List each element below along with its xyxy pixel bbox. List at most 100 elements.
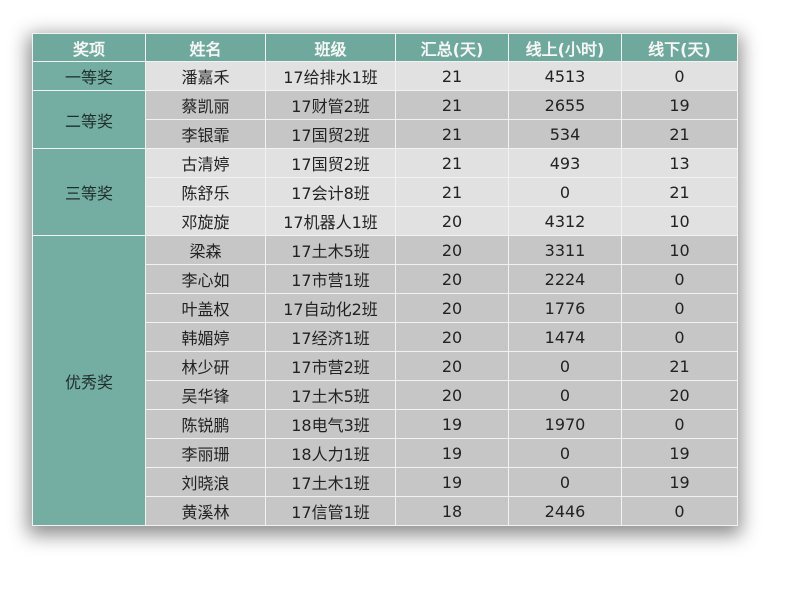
cell-offline-days: 10 (621, 235, 738, 265)
table-row: 叶盖权 17自动化2班 20 1776 0 (33, 293, 738, 323)
header-total-days: 汇总(天) (395, 33, 509, 62)
cell-class: 17市营1班 (265, 264, 396, 294)
cell-total-days: 20 (395, 235, 509, 265)
cell-class: 17土木5班 (265, 235, 396, 265)
cell-name: 黄溪林 (145, 496, 266, 526)
cell-total-days: 21 (395, 148, 509, 178)
cell-online-hours: 0 (508, 438, 622, 468)
awards-table: 奖项 姓名 班级 汇总(天) 线上(小时) 线下(天) 一等奖 潘嘉禾 17给排水1… (32, 33, 738, 526)
cell-class: 17自动化2班 (265, 293, 396, 323)
table-row: 二等奖 蔡凯丽 17财管2班 21 2655 19 (32, 90, 738, 149)
awards-table-container: 奖项 姓名 班级 汇总(天) 线上(小时) 线下(天) 一等奖 潘嘉禾 17给排水1… (32, 33, 738, 526)
cell-name: 李银霏 (145, 119, 266, 149)
cell-online-hours: 2446 (508, 496, 622, 526)
cell-total-days: 21 (395, 119, 509, 149)
header-row: 奖项 姓名 班级 汇总(天) 线上(小时) 线下(天) (32, 33, 738, 62)
cell-class: 17经济1班 (265, 322, 396, 352)
cell-class: 17给排水1班 (265, 61, 396, 91)
cell-name: 邓旋旋 (145, 206, 266, 236)
cell-offline-days: 0 (621, 322, 738, 352)
table-row: 陈锐鹏 18电气3班 19 1970 0 (33, 409, 738, 439)
cell-online-hours: 0 (508, 177, 622, 207)
cell-total-days: 20 (395, 351, 509, 381)
cell-total-days: 20 (395, 264, 509, 294)
cell-offline-days: 19 (621, 90, 738, 120)
table-row: 优秀奖 梁森 17土木5班 20 3311 10 (32, 235, 738, 526)
table-row: 黄溪林 17信管1班 18 2446 0 (33, 496, 738, 526)
table-row: 刘晓浪 17土木1班 19 0 19 (33, 467, 738, 497)
cell-award: 二等奖 (32, 90, 146, 149)
cell-offline-days: 19 (621, 438, 738, 468)
cell-award: 优秀奖 (32, 235, 146, 526)
cell-class: 17市营2班 (265, 351, 396, 381)
cell-offline-days: 0 (621, 293, 738, 323)
cell-class: 17土木1班 (265, 467, 396, 497)
cell-name: 吴华锋 (145, 380, 266, 410)
cell-offline-days: 10 (621, 206, 738, 236)
cell-class: 18人力1班 (265, 438, 396, 468)
table-row: 李心如 17市营1班 20 2224 0 (33, 264, 738, 294)
cell-class: 17国贸2班 (265, 148, 396, 178)
table-row: 三等奖 古清婷 17国贸2班 21 493 13 (32, 148, 738, 236)
cell-online-hours: 1970 (508, 409, 622, 439)
header-name: 姓名 (145, 33, 266, 62)
cell-name: 潘嘉禾 (145, 61, 266, 91)
cell-online-hours: 493 (508, 148, 622, 178)
table-row: 韩媚婷 17经济1班 20 1474 0 (33, 322, 738, 352)
cell-class: 17会计8班 (265, 177, 396, 207)
cell-name: 刘晓浪 (145, 467, 266, 497)
cell-class: 17土木5班 (265, 380, 396, 410)
cell-total-days: 21 (395, 61, 509, 91)
cell-name: 李心如 (145, 264, 266, 294)
table-row: 李丽珊 18人力1班 19 0 19 (33, 438, 738, 468)
cell-name: 陈舒乐 (145, 177, 266, 207)
header-award: 奖项 (32, 33, 146, 62)
cell-online-hours: 4312 (508, 206, 622, 236)
table-row: 李银霏 17国贸2班 21 534 21 (33, 119, 738, 149)
cell-name: 梁森 (145, 235, 266, 265)
cell-class: 18电气3班 (265, 409, 396, 439)
cell-total-days: 20 (395, 380, 509, 410)
cell-offline-days: 19 (621, 467, 738, 497)
cell-total-days: 19 (395, 467, 509, 497)
cell-total-days: 19 (395, 438, 509, 468)
cell-online-hours: 2224 (508, 264, 622, 294)
cell-class: 17财管2班 (265, 90, 396, 120)
cell-class: 17国贸2班 (265, 119, 396, 149)
table-row: 一等奖 潘嘉禾 17给排水1班 21 4513 0 (32, 61, 738, 91)
cell-total-days: 21 (395, 90, 509, 120)
cell-total-days: 20 (395, 293, 509, 323)
cell-total-days: 21 (395, 177, 509, 207)
cell-name: 韩媚婷 (145, 322, 266, 352)
cell-total-days: 19 (395, 409, 509, 439)
header-offline-days: 线下(天) (621, 33, 738, 62)
table-row: 林少研 17市营2班 20 0 21 (33, 351, 738, 381)
cell-offline-days: 0 (621, 61, 738, 91)
table-row: 吴华锋 17土木5班 20 0 20 (33, 380, 738, 410)
header-class: 班级 (265, 33, 396, 62)
cell-name: 叶盖权 (145, 293, 266, 323)
cell-online-hours: 0 (508, 351, 622, 381)
cell-name: 李丽珊 (145, 438, 266, 468)
cell-award: 一等奖 (32, 61, 146, 91)
cell-name: 林少研 (145, 351, 266, 381)
cell-offline-days: 21 (621, 351, 738, 381)
cell-offline-days: 0 (621, 496, 738, 526)
cell-name: 蔡凯丽 (145, 90, 266, 120)
cell-online-hours: 2655 (508, 90, 622, 120)
cell-offline-days: 20 (621, 380, 738, 410)
cell-class: 17信管1班 (265, 496, 396, 526)
cell-total-days: 20 (395, 322, 509, 352)
cell-offline-days: 21 (621, 177, 738, 207)
cell-online-hours: 0 (508, 380, 622, 410)
cell-online-hours: 534 (508, 119, 622, 149)
cell-total-days: 18 (395, 496, 509, 526)
cell-online-hours: 1474 (508, 322, 622, 352)
cell-offline-days: 0 (621, 409, 738, 439)
cell-online-hours: 4513 (508, 61, 622, 91)
cell-offline-days: 13 (621, 148, 738, 178)
cell-name: 古清婷 (145, 148, 266, 178)
cell-name: 陈锐鹏 (145, 409, 266, 439)
cell-online-hours: 1776 (508, 293, 622, 323)
cell-class: 17机器人1班 (265, 206, 396, 236)
